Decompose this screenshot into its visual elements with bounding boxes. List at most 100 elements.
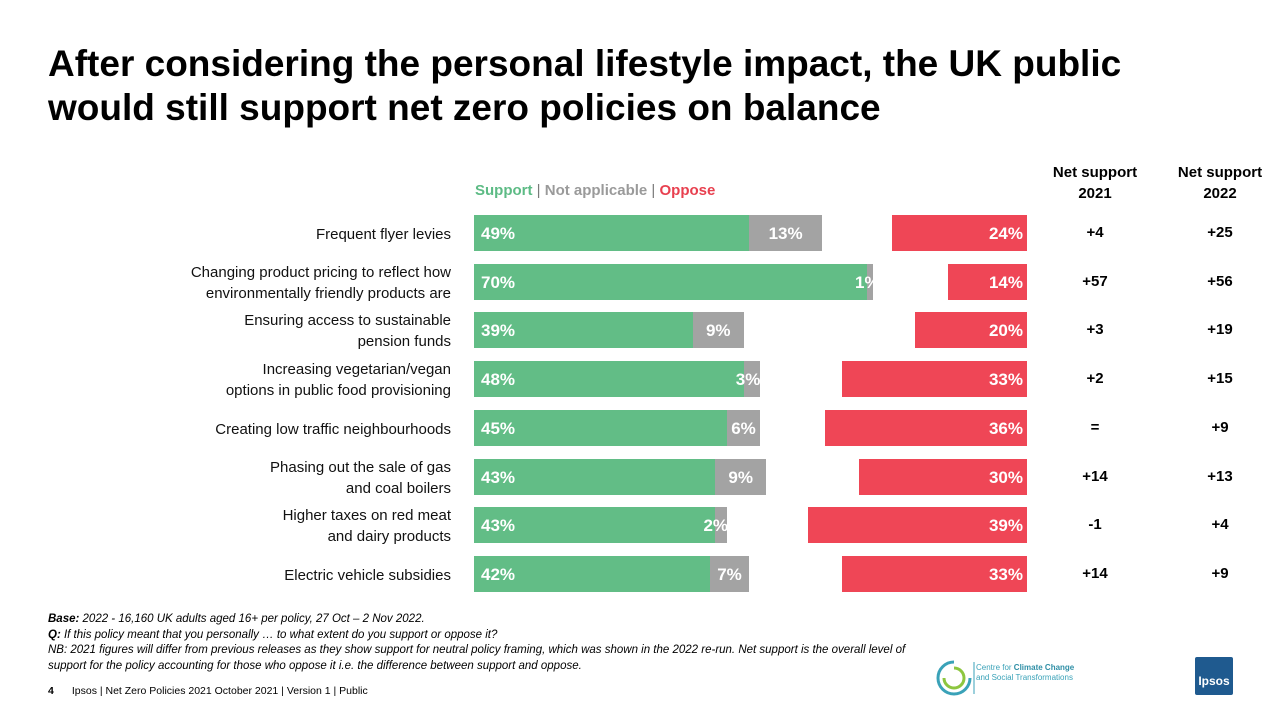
not-applicable-bar: 13%	[749, 215, 823, 251]
cct-logo-text: Centre for Climate Change and Social Tra…	[976, 663, 1076, 682]
not-applicable-bar-label: 7%	[717, 565, 742, 584]
support-bar: 39%	[474, 312, 693, 348]
not-applicable-bar-label: 2%	[703, 516, 727, 535]
chart-legend: Support | Not applicable | Oppose	[475, 182, 715, 199]
question-text: If this policy meant that you personally…	[60, 628, 498, 641]
not-applicable-bar-label: 6%	[731, 419, 756, 438]
cct-line1: Centre for	[976, 663, 1014, 672]
net-support-2021-value: -1	[1088, 516, 1102, 533]
net-support-2022-value: +4	[1211, 516, 1229, 533]
cct-logo-icon	[936, 660, 975, 696]
oppose-bar: 30%	[858, 459, 1027, 495]
not-applicable-bar: 9%	[715, 459, 766, 495]
legend-separator: |	[647, 182, 660, 199]
row-label-line: Electric vehicle subsidies	[284, 566, 451, 584]
base-text: 2022 - 16,160 UK adults aged 16+ per pol…	[79, 613, 425, 625]
support-bar-label: 70%	[481, 273, 516, 292]
base-label: Base:	[48, 613, 80, 625]
oppose-bar-label: 20%	[988, 321, 1023, 340]
support-bar-label: 48%	[481, 370, 516, 389]
footnote: Base: 2022 - 16,160 UK adults aged 16+ p…	[48, 612, 918, 674]
net-support-2021-value: +4	[1086, 224, 1104, 241]
row-label-line: environmentally friendly products are	[205, 285, 451, 302]
support-bar-label: 45%	[481, 419, 516, 438]
footer-text: Ipsos | Net Zero Policies 2021 October 2…	[71, 685, 368, 697]
row-label: Electric vehicle subsidies	[120, 565, 451, 586]
support-bar: 45%	[474, 410, 727, 446]
not-applicable-bar-label: 3%	[735, 370, 761, 389]
row-label: Changing product pricing to reflect how e…	[120, 262, 451, 304]
page-title: After considering the personal lifestyle…	[48, 43, 1122, 128]
net-support-2021-value: =	[1090, 419, 1100, 436]
legend-separator: |	[532, 182, 545, 199]
not-applicable-bar: 2%	[703, 507, 727, 543]
row-label-line: Phasing out the sale of gas	[270, 459, 451, 476]
not-applicable-bar: 1%	[855, 264, 873, 300]
row-label: Ensuring access to sustainable pension fu…	[120, 310, 451, 352]
net-support-2021-header: Net support 2021	[1052, 164, 1138, 202]
support-bar-label: 43%	[481, 516, 516, 535]
footer: 4 Ipsos | Net Zero Policies 2021 October …	[48, 685, 368, 697]
net-support-2022-header: Net support 2022	[1177, 164, 1263, 202]
row-label-line: Creating low traffic neighbourhoods	[215, 420, 451, 438]
not-applicable-bar-label: 9%	[705, 321, 731, 340]
net-support-2022-value: +9	[1211, 419, 1229, 436]
oppose-bar-label: 24%	[988, 224, 1023, 243]
oppose-bar-label: 30%	[988, 468, 1023, 487]
net-support-2021-value: +14	[1082, 468, 1108, 485]
support-bar-label: 49%	[481, 224, 516, 243]
row-label: Frequent flyer levies	[120, 224, 451, 245]
not-applicable-bar: 9%	[692, 312, 744, 348]
nb-text: NB: 2021 figures will differ from previo…	[48, 644, 906, 672]
oppose-bar: 39%	[808, 507, 1027, 543]
oppose-bar: 24%	[892, 215, 1027, 251]
cct-bold1: Climate Change	[1013, 663, 1075, 672]
support-bar: 48%	[474, 361, 744, 397]
row-label-line: pension funds	[357, 333, 451, 350]
row-label-line: and dairy products	[327, 528, 451, 545]
row-label: Phasing out the sale of gas and coal boil…	[120, 457, 451, 499]
net-support-2022-value: +13	[1207, 468, 1233, 485]
row-label-line: Higher taxes on red meat	[282, 507, 451, 524]
net-support-2022-value: +9	[1211, 565, 1229, 582]
not-applicable-bar: 3%	[736, 361, 761, 397]
net-support-2021-value: +14	[1082, 565, 1108, 582]
net-support-2022-value: +15	[1207, 370, 1233, 387]
ipsos-logo: Ipsos	[1195, 657, 1233, 695]
cct-line2: and Social Transformations	[976, 672, 1073, 682]
oppose-bar: 33%	[841, 361, 1027, 397]
support-bar: 43%	[474, 507, 716, 543]
oppose-bar: 14%	[948, 264, 1027, 300]
row-label: Higher taxes on red meat and dairy produc…	[120, 505, 451, 547]
not-applicable-bar-label: 13%	[768, 224, 803, 243]
legend-oppose: Oppose	[659, 182, 716, 199]
support-bar: 42%	[474, 556, 710, 592]
oppose-bar: 36%	[824, 410, 1027, 446]
support-bar: 49%	[474, 215, 750, 251]
row-label-line: Increasing vegetarian/vegan	[262, 361, 451, 378]
not-applicable-bar: 6%	[726, 410, 761, 446]
row-label-line: Changing product pricing to reflect how	[190, 264, 451, 281]
oppose-bar-label: 36%	[988, 419, 1023, 438]
legend-not-applicable: Not applicable	[544, 182, 648, 199]
net-support-2021-value: +57	[1082, 273, 1108, 290]
support-bar: 43%	[474, 459, 716, 495]
net-support-2022-value: +56	[1207, 273, 1233, 290]
support-bar-label: 43%	[481, 468, 516, 487]
page-number: 4	[48, 685, 54, 697]
oppose-bar-label: 33%	[988, 370, 1023, 389]
question-label: Q:	[48, 628, 61, 641]
row-label-line: and coal boilers	[345, 480, 451, 497]
row-label: Increasing vegetarian/vegan options in pu…	[120, 359, 451, 401]
oppose-bar: 20%	[914, 312, 1027, 348]
support-bar-label: 39%	[481, 321, 516, 340]
oppose-bar-label: 14%	[988, 273, 1023, 292]
row-label-line: Ensuring access to sustainable	[244, 312, 451, 329]
not-applicable-bar-label: 1%	[855, 273, 873, 292]
net-support-2021-value: +2	[1086, 370, 1104, 387]
net-support-2022-value: +19	[1207, 321, 1233, 338]
support-bar: 70%	[474, 264, 868, 300]
support-bar-label: 42%	[481, 565, 516, 584]
oppose-bar: 33%	[841, 556, 1027, 592]
row-label: Creating low traffic neighbourhoods	[120, 419, 451, 440]
